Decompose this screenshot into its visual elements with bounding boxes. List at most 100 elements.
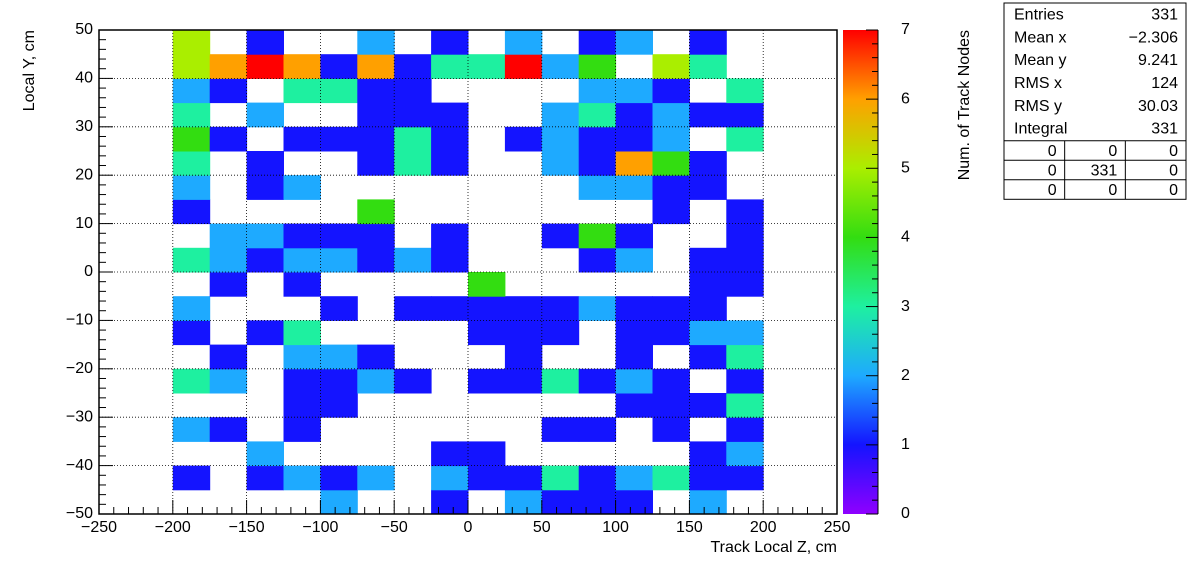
heat-cell <box>172 296 211 321</box>
heat-cell <box>689 247 727 273</box>
heat-cell <box>320 199 357 224</box>
heat-cell <box>468 393 505 418</box>
x-tick-label: −250 <box>81 519 117 536</box>
heat-cell <box>247 296 284 321</box>
heat-cell <box>210 320 247 345</box>
heat-cell <box>394 393 431 418</box>
heat-cell <box>578 30 617 55</box>
heat-cell <box>689 393 727 418</box>
heat-cell <box>357 272 394 297</box>
heat-cell <box>504 30 543 55</box>
heat-cell <box>247 272 284 297</box>
heat-cell <box>172 78 211 104</box>
heat-cell <box>689 30 727 55</box>
heat-cell <box>689 272 727 297</box>
heat-cell <box>357 78 395 104</box>
heat-cell <box>652 465 690 491</box>
heat-cell <box>652 320 690 346</box>
heat-cell <box>468 54 506 79</box>
heat-cell <box>173 441 210 466</box>
heat-cell <box>541 368 580 394</box>
heat-cell <box>468 441 506 467</box>
heat-cell <box>357 199 395 225</box>
heat-cell <box>468 199 505 224</box>
heat-cell <box>652 78 690 104</box>
heat-cell <box>209 54 248 79</box>
heat-cell <box>431 345 468 370</box>
heat-cell <box>246 175 284 200</box>
heat-cell <box>210 175 247 200</box>
heat-cell <box>542 30 579 55</box>
heat-cell <box>172 30 211 55</box>
heat-cell <box>284 30 321 55</box>
heat-cell <box>615 102 653 128</box>
heat-cell <box>357 417 394 442</box>
heat-cell <box>468 465 506 491</box>
heat-cell <box>505 393 542 418</box>
x-tick-label: −150 <box>229 519 265 536</box>
stats-value: −2.306 <box>1129 29 1178 46</box>
heat-cell <box>652 417 690 442</box>
heat-cell <box>209 223 248 249</box>
stats-cell: 0 <box>1108 143 1117 160</box>
heat-cell <box>209 344 248 370</box>
heat-cell <box>652 296 690 321</box>
x-tick-label: −100 <box>302 519 338 536</box>
heat-cell <box>468 127 505 152</box>
heat-cell <box>246 54 284 79</box>
heat-cell <box>504 368 543 394</box>
x-tick-label: 100 <box>602 519 629 536</box>
heat-cell <box>357 296 394 321</box>
heat-cell <box>578 223 617 249</box>
heat-cell <box>172 126 211 152</box>
heat-cell <box>210 393 247 418</box>
heat-cell <box>542 345 579 370</box>
heat-cell <box>579 441 616 466</box>
heat-cell <box>320 296 358 321</box>
heat-cell <box>431 54 469 79</box>
heat-cell <box>468 272 506 297</box>
heat-cell <box>394 272 431 297</box>
heat-cell <box>541 151 580 176</box>
heat-cell <box>578 368 617 394</box>
heat-cell <box>172 417 211 442</box>
heat-cell <box>247 199 284 224</box>
heat-cell <box>283 272 321 297</box>
heat-cell <box>615 151 653 176</box>
heat-cell <box>394 417 431 442</box>
heat-cell <box>247 345 284 370</box>
heat-cell <box>431 151 469 176</box>
heat-cell <box>320 151 357 176</box>
heat-cell <box>504 320 543 346</box>
heat-cell <box>173 345 210 370</box>
heat-cell <box>172 368 211 394</box>
heat-cell <box>320 103 357 128</box>
heat-cell <box>173 393 210 418</box>
heat-cell <box>431 126 469 152</box>
stats-label: Mean y <box>1014 52 1066 69</box>
heat-cell <box>616 199 653 224</box>
x-tick-label: −200 <box>155 519 191 536</box>
heat-cell <box>431 465 469 491</box>
heat-cell <box>283 344 321 370</box>
y-tick-label: 40 <box>75 70 93 87</box>
heat-cell <box>541 465 580 491</box>
heat-cell <box>578 296 617 321</box>
heat-cell <box>283 368 321 394</box>
heat-cell <box>689 78 726 103</box>
heat-cell <box>615 393 653 418</box>
heat-cell <box>504 465 543 491</box>
heat-cell <box>172 151 211 176</box>
heat-cell <box>209 368 248 394</box>
heat-cell <box>726 465 764 491</box>
heat-cell <box>357 320 394 345</box>
heat-cell <box>247 369 284 394</box>
heat-cell <box>468 320 506 346</box>
heat-cell <box>283 223 321 249</box>
heat-cell <box>689 224 726 249</box>
heat-cell <box>505 272 542 297</box>
heat-cell <box>542 393 579 418</box>
heat-cell <box>247 417 284 442</box>
z-tick-label: 3 <box>901 298 910 315</box>
heat-cell <box>505 78 542 103</box>
